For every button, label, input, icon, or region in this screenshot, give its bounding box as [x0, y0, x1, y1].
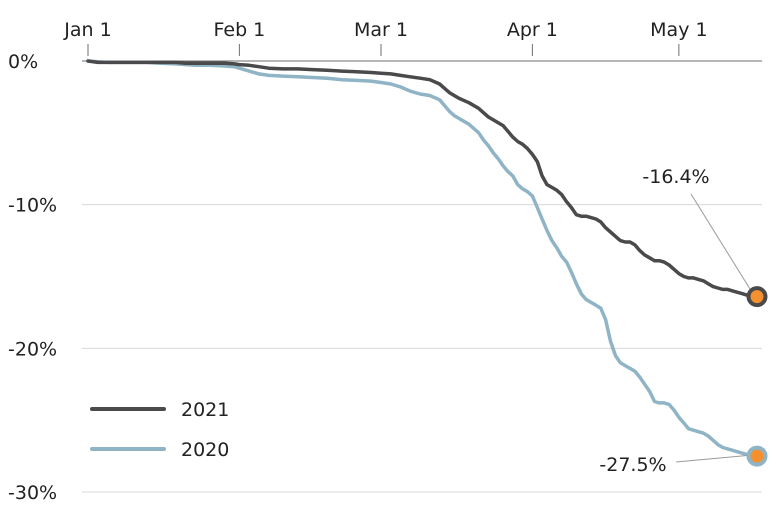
x-tick-label: Mar 1 — [354, 19, 408, 41]
series-line-2020 — [86, 59, 759, 458]
y-tick-label: -10% — [8, 195, 57, 217]
x-tick-label: Jan 1 — [63, 19, 111, 41]
x-tick-label: Apr 1 — [507, 19, 558, 41]
series-lines — [86, 59, 759, 458]
x-tick-label: Feb 1 — [213, 19, 265, 41]
gridlines — [82, 60, 762, 493]
legend: 2021 2020 — [90, 399, 229, 461]
legend-label-2020: 2020 — [181, 439, 229, 461]
x-axis: Jan 1 Feb 1 Mar 1 Apr 1 May 1 — [63, 19, 708, 56]
endpoint-callouts: -16.4% -27.5% — [599, 166, 768, 476]
endpoint-marker-2021 — [746, 286, 768, 308]
callout-leader-2020 — [675, 454, 752, 463]
legend-label-2021: 2021 — [181, 399, 229, 421]
y-axis: 0% -10% -20% -30% — [8, 51, 57, 504]
callout-label-2021: -16.4% — [642, 166, 709, 188]
endpoint-marker-2020 — [746, 445, 768, 467]
y-tick-label: -30% — [8, 482, 57, 504]
y-tick-label: -20% — [8, 338, 57, 360]
callout-leader-2021 — [690, 193, 752, 291]
x-tick-label: May 1 — [650, 19, 707, 41]
y-tick-label: 0% — [8, 51, 38, 73]
callout-label-2020: -27.5% — [599, 454, 666, 476]
series-line-2021 — [86, 59, 759, 299]
